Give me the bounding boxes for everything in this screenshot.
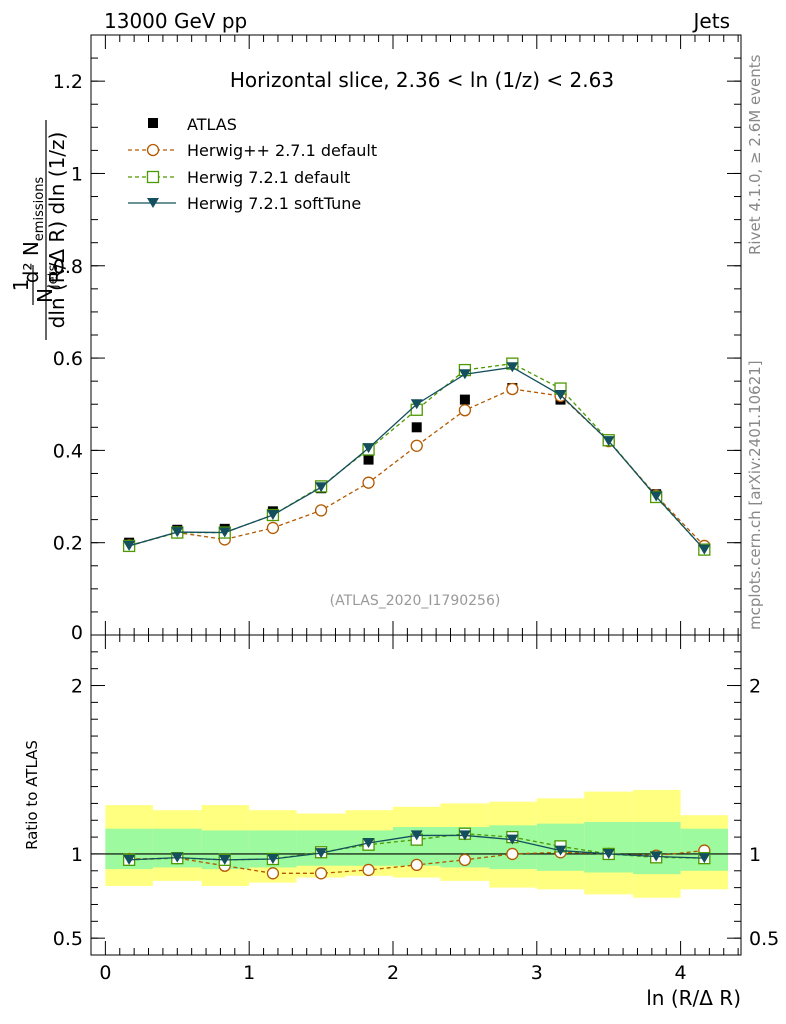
ratio-point-s2-10	[602, 848, 615, 859]
ratio-point-s2-6	[410, 830, 423, 841]
main-series-line-3	[128, 366, 705, 551]
main-y-tick-label: 1.2	[53, 71, 83, 93]
ratio-point-s2-9	[554, 845, 567, 856]
x-tick-label: 4	[675, 962, 687, 984]
ratio-point-s0-7	[458, 853, 472, 866]
ratio-point-s2-11	[650, 851, 663, 862]
ratio-point-s0-3	[266, 867, 280, 880]
main-point-s0-7	[459, 394, 470, 405]
ratio-band-inner-11	[633, 821, 681, 875]
ratio-plot-frame	[90, 634, 742, 956]
main-y-tick-label: 0.8	[53, 256, 83, 278]
x-axis-label: ln (R/Δ R)	[646, 986, 741, 1010]
main-y-tick-label: 0.4	[53, 440, 83, 462]
legend-atlas-label: ATLAS	[187, 115, 237, 134]
main-point-s3-5	[362, 443, 375, 454]
main-point-s0-5	[363, 454, 374, 465]
ratio-y-tick-label-right: 2	[749, 676, 761, 698]
main-point-s3-6	[410, 399, 423, 410]
y-label-denominator: dln (R/Δ R) dln (1/z)	[45, 132, 69, 329]
ratio-point-s2-3	[266, 854, 279, 864]
main-point-s1-6	[410, 439, 423, 452]
rivet-version-label: Rivet 4.1.0, ≥ 2.6M events	[746, 54, 764, 255]
x-tick-label: 2	[387, 962, 399, 984]
ratio-point-s2-0	[123, 854, 136, 865]
main-point-s3-12	[698, 544, 711, 555]
main-point-s0-6	[411, 422, 422, 433]
ratio-y-tick-label-right: 1	[749, 844, 761, 866]
ratio-band-inner-10	[584, 821, 634, 873]
ratio-point-s0-5	[362, 863, 375, 877]
ratio-point-s0-4	[314, 867, 328, 880]
ratio-point-s2-12	[698, 853, 711, 864]
ratio-point-s0-6	[410, 858, 423, 872]
legend-herwig7-default-label: Herwig 7.2.1 default	[187, 168, 350, 187]
legend-herwigpp-marker	[146, 143, 160, 157]
main-plot-title: Horizontal slice, 2.36 < ln (1/z) < 2.63	[230, 68, 614, 92]
main-y-axis-label: d² Nemissions dln (R/Δ R) dln (1/z)	[19, 120, 69, 340]
ratio-point-s2-5	[362, 838, 375, 848]
main-point-s1-3	[266, 521, 280, 535]
main-point-s3-3	[266, 510, 279, 520]
ratio-y-tick-label: 2	[71, 676, 83, 698]
main-y-tick-label: 0.2	[53, 533, 83, 555]
y-label-numerator: d² Nemissions	[19, 177, 47, 284]
main-y-axis-prefactor: 1 Njets	[9, 264, 61, 305]
ratio-point-s2-4	[315, 848, 328, 859]
main-point-s3-11	[650, 491, 663, 502]
main-point-s3-2	[218, 527, 231, 538]
legend-atlas-marker	[148, 118, 158, 128]
main-panel: 0.2 0.4 0.6 0.8 1 1.2 0 Horizontal slice, 2.36…	[9, 34, 742, 644]
legend-herwig7-softtune-marker	[147, 198, 159, 208]
main-point-s3-7	[458, 369, 471, 380]
main-y-tick-label: 0.6	[53, 348, 83, 370]
main-point-s1-7	[458, 404, 472, 417]
ratio-y-tick-label-right: 0.5	[749, 928, 779, 950]
ratio-point-s2-2	[218, 854, 231, 865]
ratio-plot-marks	[91, 789, 741, 898]
main-point-s3-9	[554, 390, 567, 400]
main-axis-ticks: 0.2 0.4 0.6 0.8 1 1.2 0	[53, 34, 741, 644]
ratio-point-s2-8	[506, 834, 519, 845]
main-point-s3-8	[506, 362, 519, 373]
ratio-y-tick-label: 0.5	[53, 928, 83, 950]
source-watermark: (ATLAS_2020_I1790256)	[330, 593, 501, 609]
legend-herwigpp-label: Herwig++ 2.7.1 default	[187, 141, 377, 160]
legend-herwig7-default-marker	[146, 170, 160, 184]
x-tick-label: 3	[531, 962, 543, 984]
legend-herwig7-softtune-label: Herwig 7.2.1 softTune	[187, 194, 361, 213]
main-y-tick-label-zero: 0	[71, 622, 83, 644]
main-point-s3-10	[602, 436, 615, 447]
ratio-point-s2-7	[458, 830, 471, 841]
y-label-prefactor-one: 1	[9, 279, 33, 292]
x-tick-label: 1	[243, 962, 255, 984]
ratio-y-tick-label: 1	[71, 844, 83, 866]
header-energy-label: 13000 GeV pp	[104, 9, 247, 33]
ratio-axis-ticks: 0.5 0.5 1 1 2 2 0 1 2 3 4	[53, 635, 779, 984]
main-point-s1-4	[314, 504, 328, 517]
ratio-point-s0-8	[506, 847, 519, 861]
ratio-point-s2-1	[171, 852, 184, 863]
main-point-s1-8	[506, 382, 519, 396]
ratio-y-axis-label: Ratio to ATLAS	[23, 740, 41, 850]
ratio-panel: 0.5 0.5 1 1 2 2 0 1 2 3 4 Ratio to ATLAS ln (R/Δ R…	[23, 634, 779, 1010]
legend: ATLAS Herwig++ 2.7.1 default Herwig 7.2.…	[128, 115, 377, 213]
x-tick-label: 0	[99, 962, 111, 984]
main-y-tick-label: 1	[71, 163, 83, 185]
header-jets-label: Jets	[692, 9, 730, 33]
main-plot-marks	[122, 357, 711, 556]
main-point-s3-4	[315, 482, 328, 493]
main-point-s1-5	[362, 476, 375, 489]
y-label-prefactor-njets: Njets	[33, 264, 61, 303]
mcplots-label: mcplots.cern.ch [arXiv:2401.10621]	[746, 360, 764, 630]
main-series-line-2	[128, 362, 705, 551]
main-point-s3-1	[171, 527, 184, 538]
main-point-s3-0	[123, 540, 136, 551]
